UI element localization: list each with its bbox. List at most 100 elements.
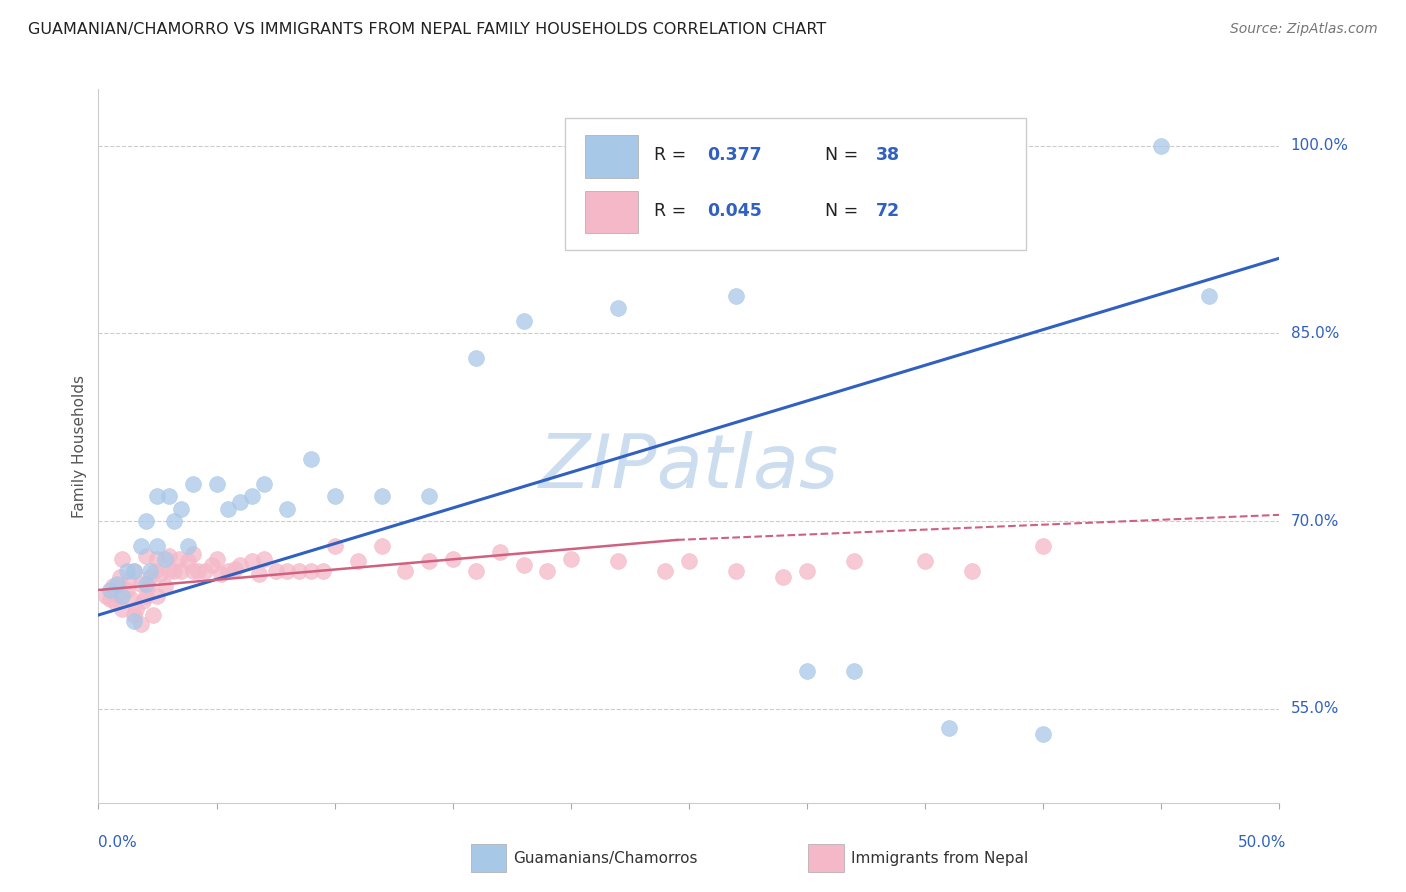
Point xyxy=(115,582,138,597)
Point xyxy=(224,562,246,576)
Point xyxy=(181,564,204,578)
Point xyxy=(157,489,180,503)
Point xyxy=(323,539,346,553)
Point xyxy=(118,574,141,589)
Point xyxy=(312,564,335,578)
Point xyxy=(122,564,145,578)
Bar xyxy=(585,191,638,234)
Point xyxy=(844,665,866,679)
Text: 72: 72 xyxy=(876,202,900,219)
Point xyxy=(229,495,252,509)
Text: 85.0%: 85.0% xyxy=(1291,326,1339,341)
Point xyxy=(962,564,984,578)
Point xyxy=(187,564,209,578)
Point xyxy=(146,539,169,553)
Point xyxy=(115,564,138,578)
Text: R =: R = xyxy=(654,146,692,164)
Point xyxy=(163,514,186,528)
Point xyxy=(177,539,200,553)
Point xyxy=(105,587,128,601)
Point xyxy=(725,564,748,578)
Point xyxy=(678,554,700,568)
Point xyxy=(143,564,166,578)
Point xyxy=(163,564,186,578)
Point xyxy=(844,554,866,568)
Point xyxy=(194,564,217,578)
Point xyxy=(136,579,159,593)
Point xyxy=(299,451,322,466)
Point xyxy=(441,551,464,566)
Point xyxy=(108,570,131,584)
Point xyxy=(796,564,818,578)
Text: 55.0%: 55.0% xyxy=(1291,701,1339,716)
Point xyxy=(104,595,127,609)
Text: R =: R = xyxy=(654,202,692,219)
Text: N =: N = xyxy=(825,146,863,164)
Point xyxy=(181,476,204,491)
Point xyxy=(153,551,176,566)
Text: ZIPatlas: ZIPatlas xyxy=(538,432,839,503)
Point xyxy=(560,551,582,566)
Point xyxy=(149,566,172,581)
Point xyxy=(139,564,162,578)
Point xyxy=(177,554,200,568)
Point xyxy=(288,564,311,578)
Point xyxy=(229,558,252,572)
Point xyxy=(371,539,394,553)
Point xyxy=(129,616,152,631)
Point xyxy=(465,564,488,578)
Point xyxy=(129,576,152,591)
Point xyxy=(654,564,676,578)
Point xyxy=(111,551,134,566)
Point xyxy=(323,489,346,503)
Point xyxy=(205,551,228,566)
Point xyxy=(122,607,145,622)
Point xyxy=(98,582,121,597)
Point xyxy=(170,501,193,516)
Point xyxy=(512,558,534,572)
Point xyxy=(146,551,169,566)
Text: 70.0%: 70.0% xyxy=(1291,514,1339,529)
Point xyxy=(217,564,239,578)
Point xyxy=(1032,539,1054,553)
Text: 38: 38 xyxy=(876,146,900,164)
Point xyxy=(253,551,276,566)
Point xyxy=(347,554,370,568)
Text: 0.045: 0.045 xyxy=(707,202,762,219)
Text: 0.377: 0.377 xyxy=(707,146,761,164)
Point xyxy=(101,579,124,593)
Text: 100.0%: 100.0% xyxy=(1291,138,1348,153)
Point xyxy=(418,554,440,568)
Text: Source: ZipAtlas.com: Source: ZipAtlas.com xyxy=(1230,22,1378,37)
Point xyxy=(418,489,440,503)
Point xyxy=(98,591,121,606)
Text: Immigrants from Nepal: Immigrants from Nepal xyxy=(851,851,1028,865)
Text: N =: N = xyxy=(825,202,863,219)
Point xyxy=(135,549,157,564)
Point xyxy=(122,614,145,628)
Point xyxy=(1198,289,1220,303)
Bar xyxy=(585,135,638,178)
Point xyxy=(135,514,157,528)
Point xyxy=(201,558,224,572)
Point xyxy=(122,564,145,578)
Point xyxy=(299,564,322,578)
Point xyxy=(914,554,936,568)
Point xyxy=(1150,138,1173,153)
Point xyxy=(111,601,134,615)
Point xyxy=(217,501,239,516)
Point xyxy=(240,554,263,568)
Text: 50.0%: 50.0% xyxy=(1239,836,1286,850)
Point xyxy=(146,489,169,503)
Point xyxy=(170,564,193,578)
Point xyxy=(129,539,152,553)
FancyBboxPatch shape xyxy=(565,118,1025,250)
Point xyxy=(209,566,232,581)
Point xyxy=(142,607,165,622)
Point xyxy=(240,489,263,503)
Point xyxy=(512,314,534,328)
Point xyxy=(167,551,190,566)
Point xyxy=(135,589,157,603)
Point xyxy=(253,476,276,491)
Point xyxy=(607,554,630,568)
